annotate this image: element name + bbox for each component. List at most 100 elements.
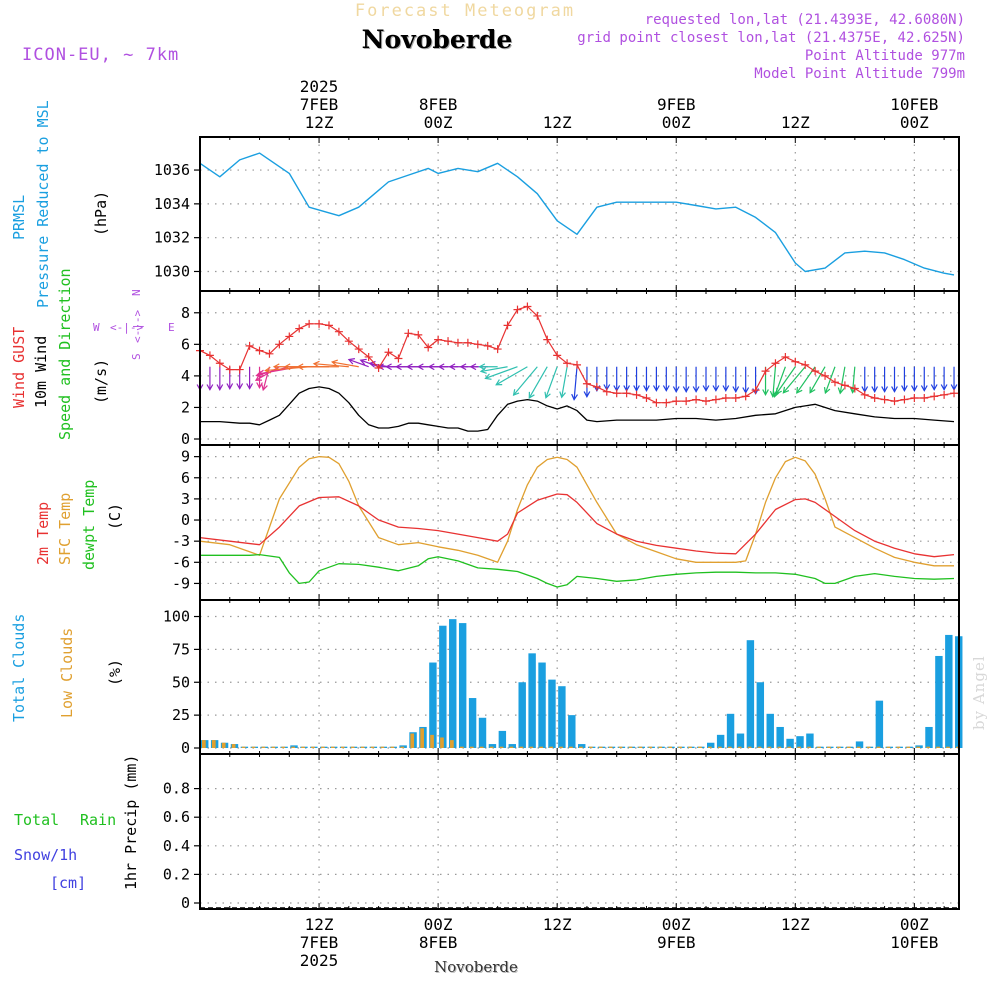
low-clouds-bar bbox=[311, 746, 315, 748]
wind-gust-marker bbox=[563, 359, 572, 368]
wind-direction-arrowhead bbox=[254, 374, 263, 381]
wind-gust-marker bbox=[682, 397, 691, 406]
wind-direction-arrowhead bbox=[216, 384, 224, 391]
total-clouds-bar bbox=[429, 662, 437, 748]
precip-panel: 0 0.2 0.4 0.6 0.8 bbox=[163, 753, 960, 912]
total-clouds-bar bbox=[925, 726, 933, 748]
wind-direction-arrowhead bbox=[330, 359, 338, 367]
wind-gust-marker bbox=[553, 351, 562, 360]
wind-direction-arrowhead bbox=[246, 383, 254, 390]
bottom-time-label: 00Z bbox=[424, 915, 453, 934]
low-clouds-bar bbox=[668, 746, 673, 748]
wind-direction-arrow bbox=[480, 366, 508, 373]
low-clouds-bar bbox=[360, 746, 365, 748]
bottom-time-label: 12Z bbox=[543, 915, 572, 934]
low-clouds-bar bbox=[251, 746, 256, 748]
low-clouds-bar bbox=[420, 728, 424, 748]
low-clouds-bar bbox=[509, 746, 514, 748]
low-clouds-bar bbox=[946, 746, 950, 748]
low-clouds-bar bbox=[817, 746, 821, 748]
total-clouds-bar bbox=[458, 623, 467, 748]
pressure-frame bbox=[199, 136, 960, 292]
wind-gust-marker bbox=[821, 371, 830, 380]
total-clouds-bar bbox=[508, 744, 516, 748]
low-clouds-bar bbox=[836, 746, 841, 748]
wind-gust-marker bbox=[840, 381, 849, 390]
wind-direction-arrowhead bbox=[427, 363, 435, 371]
low-clouds-bar bbox=[648, 746, 653, 748]
top-time-label: 12Z bbox=[305, 113, 334, 132]
clouds-panel: 0 25 50 75 100 bbox=[163, 599, 963, 757]
temp-panel: -9 -6 -3 0 3 6 9 bbox=[172, 444, 960, 601]
wind-direction-arrowhead bbox=[261, 383, 268, 392]
low-clouds-bar bbox=[281, 746, 286, 748]
wind-gust-marker bbox=[205, 351, 214, 360]
pressure-panel: 1030 1032 1034 1036 bbox=[154, 136, 960, 292]
low-clouds-bar bbox=[787, 746, 792, 748]
pressure-label-msl: Pressure Reduced to MSL bbox=[34, 100, 52, 308]
wind-direction-arrowhead bbox=[662, 385, 670, 392]
temp-y-tick-label: -3 bbox=[172, 532, 190, 550]
wind-direction-arrowhead bbox=[583, 391, 591, 398]
low-clouds-bar bbox=[559, 746, 563, 748]
bottom-time-label: 7FEB bbox=[300, 933, 339, 952]
temp-y-tick-label: 0 bbox=[181, 511, 190, 529]
low-clouds-bar bbox=[301, 746, 305, 748]
wind-gust-marker bbox=[592, 382, 601, 391]
bottom-time-label: 10FEB bbox=[890, 933, 938, 952]
wind-gust-marker bbox=[434, 335, 443, 344]
low-clouds-bar bbox=[906, 746, 911, 748]
wind-direction-arrowhead bbox=[528, 391, 535, 399]
compass-n: N bbox=[130, 289, 143, 296]
wind-direction-arrowhead bbox=[891, 386, 898, 393]
wind-gust-marker bbox=[811, 367, 820, 376]
wind-gust-marker bbox=[781, 352, 790, 361]
precip-y-tick-label: 0.4 bbox=[163, 837, 190, 855]
pressure-labels: PRMSL Pressure Reduced to MSL (hPa) bbox=[10, 100, 110, 308]
compass-s: S bbox=[130, 353, 143, 360]
total-clouds-bar bbox=[945, 634, 953, 748]
low-clouds-bar bbox=[628, 746, 633, 748]
low-clouds-bar bbox=[598, 746, 603, 748]
low-clouds-bar bbox=[469, 746, 474, 748]
wind-gust-marker bbox=[880, 395, 889, 404]
clouds-frame bbox=[199, 599, 960, 755]
total-clouds-bar bbox=[855, 741, 864, 748]
wind-direction-arrow bbox=[782, 366, 806, 394]
wind-direction-arrow bbox=[255, 366, 280, 381]
wind-gust-marker bbox=[662, 398, 671, 407]
low-clouds-bar bbox=[489, 746, 494, 748]
total-clouds-bar bbox=[468, 698, 477, 748]
wind-direction-arrowhead bbox=[478, 363, 486, 371]
grid-point-coords: grid point closest lon,lat (21.4375E, 42… bbox=[577, 30, 965, 46]
clouds-y-tick-label: 50 bbox=[172, 673, 190, 691]
low-clouds-bar bbox=[211, 740, 216, 748]
total-clouds-bar bbox=[726, 713, 735, 748]
low-clouds-bar bbox=[579, 746, 583, 748]
wind-gust-marker bbox=[791, 357, 800, 366]
wind-gust-marker bbox=[850, 384, 859, 393]
wind-direction-arrowhead bbox=[495, 379, 503, 386]
top-time-label: 12Z bbox=[781, 113, 810, 132]
wind-gust-marker bbox=[771, 359, 780, 368]
top-time-label: 8FEB bbox=[419, 95, 458, 114]
pressure-unit: (hPa) bbox=[92, 191, 110, 236]
temp-unit: (C) bbox=[106, 503, 124, 530]
wind-gust-marker bbox=[394, 354, 403, 363]
total-clouds-bar bbox=[875, 700, 884, 748]
wind-direction-arrow bbox=[824, 366, 836, 394]
low-clouds-bar bbox=[916, 746, 921, 748]
wind-direction-arrowhead bbox=[672, 386, 680, 393]
low-clouds-bar bbox=[708, 746, 712, 748]
low-clouds-bar bbox=[539, 746, 544, 748]
wind-y-tick-label: 6 bbox=[181, 335, 190, 353]
wind-direction-arrowhead bbox=[459, 363, 467, 371]
low-clouds-bar bbox=[688, 746, 692, 748]
wind-gust-marker bbox=[950, 389, 959, 398]
wind-direction-arrowhead bbox=[722, 385, 730, 392]
temp-y-tick-label: 3 bbox=[181, 490, 190, 508]
low-clouds-bar bbox=[956, 746, 960, 748]
wind-y-tick-label: 0 bbox=[181, 430, 190, 448]
